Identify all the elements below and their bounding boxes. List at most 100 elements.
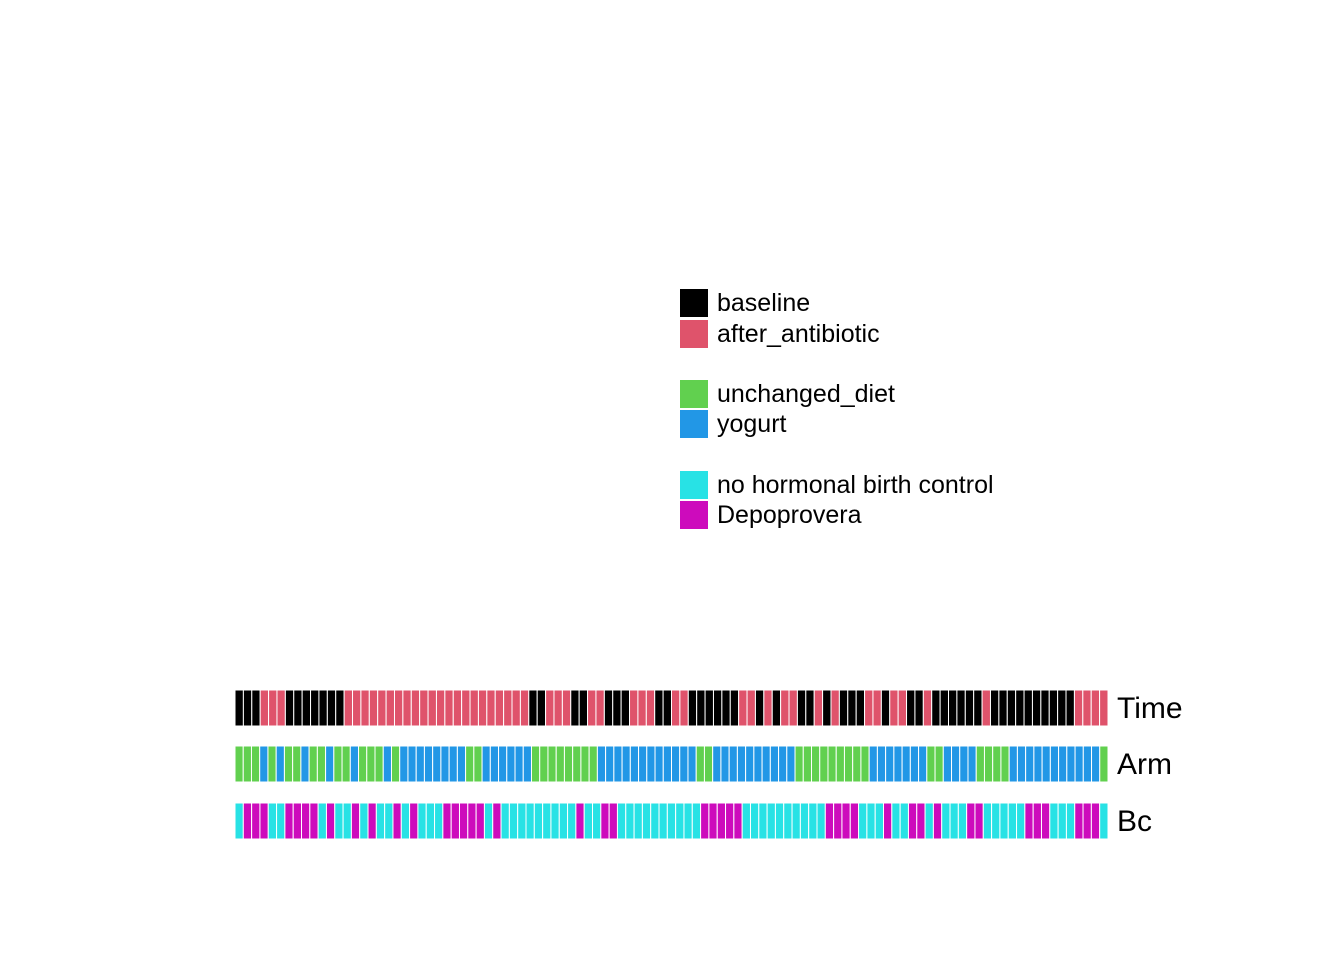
heatmap-cell [841, 802, 851, 840]
heatmap-cell [511, 689, 521, 727]
heatmap-cell [808, 802, 818, 840]
heatmap-cell [533, 802, 544, 840]
heatmap-cell [481, 745, 491, 783]
legend-item: no hormonal birth control [680, 470, 994, 500]
heatmap-cell [251, 802, 261, 840]
heatmap-cell [679, 745, 689, 783]
heatmap-cell [514, 745, 524, 783]
heatmap-cell [587, 689, 597, 727]
heatmap-cell [1074, 745, 1084, 783]
heatmap-cell [654, 689, 664, 727]
heatmap-cell [293, 689, 303, 727]
heatmap-cell [309, 802, 319, 840]
heatmap-cell [897, 689, 908, 727]
heatmap-cell [341, 745, 351, 783]
heatmap-cell [975, 745, 985, 783]
heatmap-cell [819, 745, 829, 783]
heatmap-cell [1090, 689, 1101, 727]
heatmap-cell [467, 802, 477, 840]
heatmap-cell [683, 802, 693, 840]
heatmap-cell [547, 745, 557, 783]
heatmap-cell [638, 745, 648, 783]
heatmap-cell [728, 745, 738, 783]
heatmap-cell [907, 802, 918, 840]
heatmap-cell [827, 745, 837, 783]
heatmap-cell [325, 745, 335, 783]
heatmap-cell [641, 802, 652, 840]
legend-swatch [680, 289, 708, 318]
heatmap-cell [425, 802, 436, 840]
heatmap-cell [738, 689, 748, 727]
heatmap-cell [901, 745, 911, 783]
heatmap-cell [415, 745, 425, 783]
heatmap-cell [352, 689, 362, 727]
heatmap-cell [1058, 745, 1068, 783]
legend-label: baseline [717, 289, 811, 318]
heatmap-cell [621, 745, 631, 783]
heatmap-cell [308, 745, 318, 783]
heatmap-cell [650, 802, 660, 840]
legend-item: Depoprovera [680, 500, 994, 530]
heatmap-cell [251, 689, 261, 727]
legend-group: unchanged_diet yogurt [680, 379, 994, 440]
heatmap-cell [284, 689, 295, 727]
heatmap-cell [949, 802, 959, 840]
heatmap-cell [675, 802, 685, 840]
heatmap-cell [957, 802, 968, 840]
heatmap-cell [679, 689, 689, 727]
heatmap-cell [712, 745, 722, 783]
heatmap-cell [301, 689, 312, 727]
heatmap-cell [1006, 689, 1017, 727]
heatmap-cell [1024, 802, 1034, 840]
heatmap-cell [1057, 689, 1067, 727]
heatmap-cell [1041, 745, 1051, 783]
heatmap-cell [595, 689, 605, 727]
heatmap-cell [885, 745, 895, 783]
heatmap-cell [275, 745, 285, 783]
heatmap-cell [267, 745, 277, 783]
legend: baseline after_antibiotic unchanged_diet yo… [680, 288, 994, 560]
heatmap-cell [1090, 802, 1101, 840]
heatmap-cell [409, 802, 419, 840]
heatmap-cell [874, 802, 885, 840]
heatmap-cell [989, 689, 1000, 727]
heatmap-cell [786, 745, 796, 783]
heatmap-cell [284, 802, 294, 840]
heatmap-cell [384, 802, 394, 840]
heatmap-cell [448, 745, 458, 783]
heatmap-cell [816, 802, 826, 840]
heatmap-cell [498, 745, 508, 783]
heatmap-cell [519, 689, 530, 727]
heatmap-cell [283, 745, 294, 783]
heatmap-cell [567, 802, 577, 840]
heatmap-cell [349, 745, 360, 783]
heatmap-cell [1023, 689, 1033, 727]
heatmap-cell [603, 689, 614, 727]
heatmap-cell [843, 745, 854, 783]
heatmap-cell [316, 745, 327, 783]
heatmap-cell [753, 745, 763, 783]
heatmap-cell [620, 689, 631, 727]
heatmap-cell [494, 689, 505, 727]
heatmap-cell [909, 745, 920, 783]
heatmap-cell [419, 689, 429, 727]
heatmap-cell [410, 689, 421, 727]
heatmap-cell [973, 689, 983, 727]
heatmap-cell [392, 802, 402, 840]
heatmap-cell [393, 689, 404, 727]
heatmap-cell [778, 745, 788, 783]
heatmap-cell [745, 745, 755, 783]
heatmap-cell [434, 802, 444, 840]
heatmap-cell [662, 689, 672, 727]
heatmap-cell [528, 689, 538, 727]
heatmap-cell [1099, 745, 1109, 783]
heatmap-cell [545, 689, 555, 727]
heatmap-cell [550, 802, 560, 840]
heatmap-cell [992, 745, 1002, 783]
heatmap-cell [375, 802, 386, 840]
heatmap-cell [931, 689, 941, 727]
heatmap-cell [1031, 689, 1042, 727]
heatmap-cell [539, 745, 549, 783]
heatmap-cell [477, 689, 488, 727]
heatmap-cell [746, 689, 756, 727]
